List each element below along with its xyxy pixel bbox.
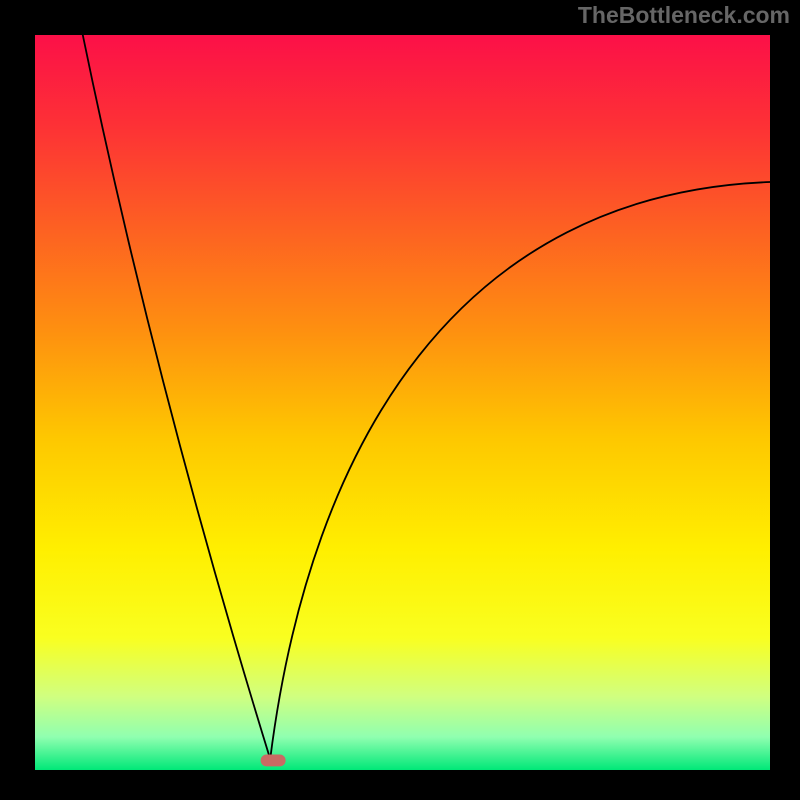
- bottleneck-chart: TheBottleneck.com: [0, 0, 800, 800]
- watermark-text: TheBottleneck.com: [578, 2, 790, 29]
- gradient-background: [35, 35, 770, 770]
- optimum-marker: [261, 755, 286, 767]
- chart-svg: [0, 0, 800, 800]
